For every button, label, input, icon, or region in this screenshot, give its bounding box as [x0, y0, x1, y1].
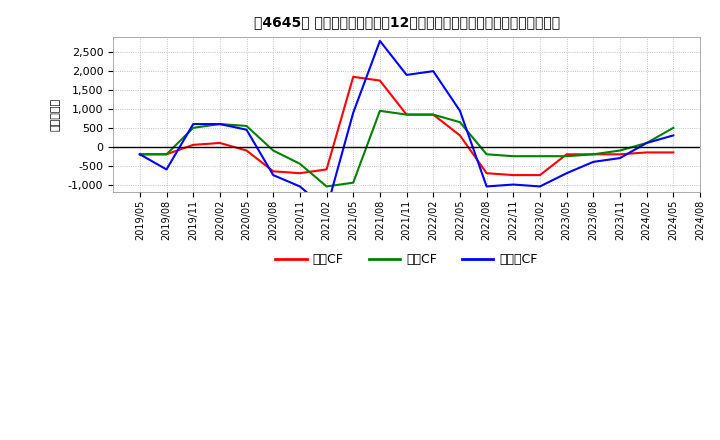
営業CF	[429, 112, 438, 117]
フリーCF	[162, 167, 171, 172]
フリーCF	[456, 108, 464, 114]
Y-axis label: （百万円）: （百万円）	[51, 98, 61, 131]
フリーCF	[509, 182, 518, 187]
フリーCF	[536, 184, 544, 189]
フリーCF	[562, 171, 571, 176]
投資CF	[162, 152, 171, 157]
フリーCF	[135, 152, 144, 157]
投資CF	[135, 152, 144, 157]
フリーCF	[669, 133, 678, 138]
Line: 営業CF: 営業CF	[140, 77, 673, 175]
営業CF	[669, 150, 678, 155]
フリーCF	[642, 140, 651, 146]
フリーCF	[376, 38, 384, 44]
投資CF	[402, 112, 411, 117]
営業CF	[323, 167, 331, 172]
投資CF	[482, 152, 491, 157]
営業CF	[536, 172, 544, 178]
営業CF	[135, 152, 144, 157]
営業CF	[269, 169, 277, 174]
フリーCF	[215, 121, 224, 127]
投資CF	[323, 184, 331, 189]
営業CF	[349, 74, 358, 80]
Line: 投資CF: 投資CF	[140, 111, 673, 187]
フリーCF	[242, 127, 251, 132]
営業CF	[509, 172, 518, 178]
Title: 【4645】 キャッシュフローの12か月移動合計の対前年同期増減額の推移: 【4645】 キャッシュフローの12か月移動合計の対前年同期増減額の推移	[253, 15, 559, 29]
フリーCF	[616, 155, 624, 161]
投資CF	[536, 154, 544, 159]
投資CF	[215, 121, 224, 127]
投資CF	[269, 148, 277, 153]
営業CF	[162, 152, 171, 157]
営業CF	[215, 140, 224, 146]
営業CF	[189, 142, 197, 147]
投資CF	[296, 161, 305, 166]
投資CF	[349, 180, 358, 185]
Legend: 営業CF, 投資CF, フリーCF: 営業CF, 投資CF, フリーCF	[270, 248, 543, 271]
営業CF	[296, 171, 305, 176]
フリーCF	[269, 172, 277, 178]
投資CF	[669, 125, 678, 131]
投資CF	[642, 140, 651, 146]
フリーCF	[589, 159, 598, 165]
フリーCF	[323, 206, 331, 212]
投資CF	[616, 148, 624, 153]
営業CF	[642, 150, 651, 155]
投資CF	[456, 120, 464, 125]
フリーCF	[482, 184, 491, 189]
営業CF	[402, 112, 411, 117]
投資CF	[509, 154, 518, 159]
営業CF	[589, 152, 598, 157]
フリーCF	[429, 69, 438, 74]
営業CF	[482, 171, 491, 176]
営業CF	[562, 152, 571, 157]
投資CF	[376, 108, 384, 114]
フリーCF	[402, 72, 411, 77]
投資CF	[562, 154, 571, 159]
投資CF	[429, 112, 438, 117]
営業CF	[616, 152, 624, 157]
フリーCF	[349, 110, 358, 115]
投資CF	[189, 125, 197, 131]
営業CF	[456, 133, 464, 138]
投資CF	[242, 123, 251, 128]
営業CF	[242, 148, 251, 153]
投資CF	[589, 152, 598, 157]
営業CF	[376, 78, 384, 83]
フリーCF	[296, 184, 305, 189]
フリーCF	[189, 121, 197, 127]
Line: フリーCF: フリーCF	[140, 41, 673, 209]
